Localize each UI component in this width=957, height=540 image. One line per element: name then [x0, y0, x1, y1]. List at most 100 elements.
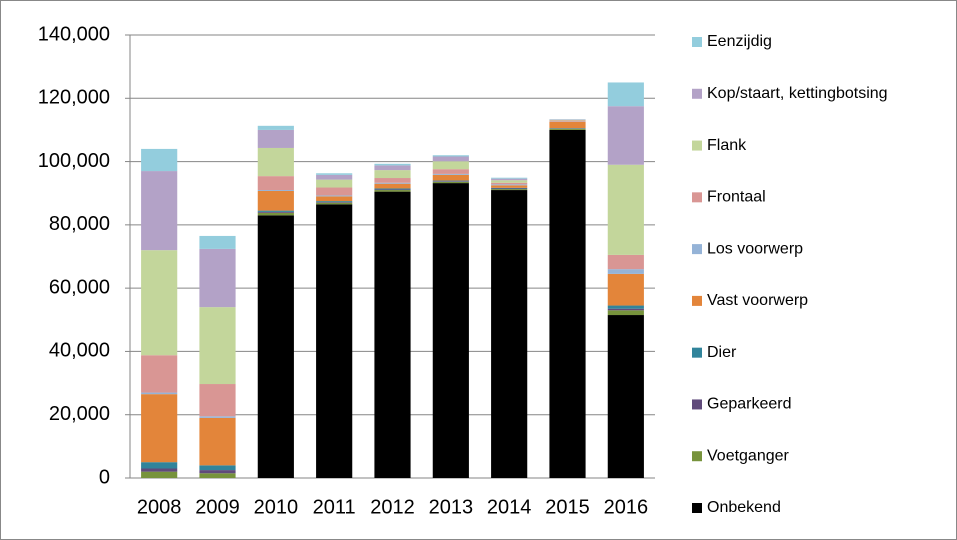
bar-segment: [432, 174, 469, 181]
bar-segment: [432, 173, 469, 175]
y-tick-label: 0: [99, 466, 110, 488]
bar-segment: [141, 171, 178, 251]
bar-segment: [607, 164, 644, 255]
bar-segment: [432, 161, 469, 170]
legend-swatch: [692, 37, 702, 47]
bar-segment: [316, 179, 353, 188]
bar-segment: [432, 180, 469, 182]
bar-segment: [432, 169, 469, 174]
bar-segment: [316, 187, 353, 196]
bar-segment: [549, 119, 586, 121]
bar-segment: [257, 125, 294, 130]
bar-segment: [257, 190, 294, 191]
bar-segment: [316, 202, 353, 203]
bar-segment: [257, 211, 294, 213]
legend-swatch: [692, 451, 702, 462]
x-tick-label: 2012: [370, 496, 415, 518]
x-tick-label: 2009: [195, 496, 240, 518]
bar-segment: [316, 204, 353, 478]
bar-segment: [549, 121, 586, 129]
bar-segment: [257, 176, 294, 191]
bar-segment: [199, 235, 236, 249]
bar-segment: [432, 181, 469, 182]
x-tick-label: 2014: [487, 496, 532, 518]
x-tick-label: 2011: [313, 496, 356, 518]
y-tick-label: 40,000: [49, 340, 110, 362]
y-tick-label: 120,000: [38, 87, 110, 109]
bar-segment: [432, 155, 469, 157]
bar-segment: [549, 129, 586, 478]
bar-segment: [257, 210, 294, 212]
bar-segment: [549, 120, 586, 122]
bar-segment: [374, 182, 411, 184]
bar-segment: [491, 185, 528, 188]
bar-segment: [199, 417, 236, 466]
legend-label: Flank: [707, 137, 747, 154]
bar-segment: [491, 182, 528, 185]
x-tick-label: 2013: [429, 496, 474, 518]
legend-label: Kop/staart, kettingbotsing: [707, 85, 888, 102]
bar-segment: [316, 174, 353, 180]
bar-segment: [491, 180, 528, 183]
bar-segment: [374, 190, 411, 192]
y-tick-label: 140,000: [38, 23, 110, 45]
y-tick-label: 100,000: [38, 150, 110, 172]
bar-segment: [316, 195, 353, 197]
bar-segment: [257, 147, 294, 177]
bar-segment: [491, 178, 528, 181]
bar-segment: [199, 470, 236, 474]
bar-segment: [199, 465, 236, 471]
bar-segment: [374, 183, 411, 189]
bar-segment: [141, 462, 178, 469]
bar-segment: [141, 250, 178, 356]
bar-segment: [491, 184, 528, 186]
legend-swatch: [692, 399, 702, 410]
bar-segment: [316, 201, 353, 203]
bar-segment: [607, 310, 644, 316]
legend-label: Geparkeerd: [707, 396, 792, 413]
bar-segment: [199, 473, 236, 478]
bar-segment: [607, 106, 644, 165]
x-tick-label: 2015: [545, 496, 590, 518]
bar-segment: [141, 148, 178, 172]
bar-segment: [141, 394, 178, 463]
bar-segment: [491, 177, 528, 179]
bar-segment: [316, 202, 353, 205]
bar-segment: [491, 190, 528, 479]
bar-segment: [199, 416, 236, 418]
bar-segment: [607, 315, 644, 478]
bar-segment: [316, 196, 353, 202]
bar-segment: [374, 163, 411, 166]
bar-segment: [374, 189, 411, 191]
legend-label: Frontaal: [707, 189, 766, 206]
bar-segment: [199, 384, 236, 417]
legend-label: Onbekend: [707, 499, 781, 516]
bar-segment: [607, 273, 644, 306]
legend-swatch: [692, 192, 702, 203]
y-tick-label: 60,000: [49, 276, 110, 298]
bar-segment: [491, 188, 528, 190]
bar-segment: [607, 82, 644, 107]
legend-label: Vast voorwerp: [707, 292, 808, 309]
bar-segment: [374, 191, 411, 478]
legend-swatch: [692, 244, 702, 255]
bar-segment: [257, 190, 294, 211]
bar-segment: [607, 308, 644, 311]
bar-segment: [491, 189, 528, 191]
legend-swatch: [692, 503, 702, 513]
bar-segment: [432, 181, 469, 184]
legend-label: Dier: [707, 344, 737, 361]
legend-swatch: [692, 140, 702, 151]
legend-swatch: [692, 347, 702, 358]
legend-swatch: [692, 88, 702, 99]
bar-segment: [607, 269, 644, 274]
bar-segment: [374, 178, 411, 183]
bar-segment: [199, 248, 236, 308]
bar-segment: [374, 188, 411, 190]
bar-segment: [607, 254, 644, 270]
legend-label: Los voorwerp: [707, 240, 803, 257]
bar-segment: [141, 468, 178, 472]
bar-segment: [491, 187, 528, 189]
x-tick-label: 2016: [604, 496, 649, 518]
bar-segment: [316, 173, 353, 175]
